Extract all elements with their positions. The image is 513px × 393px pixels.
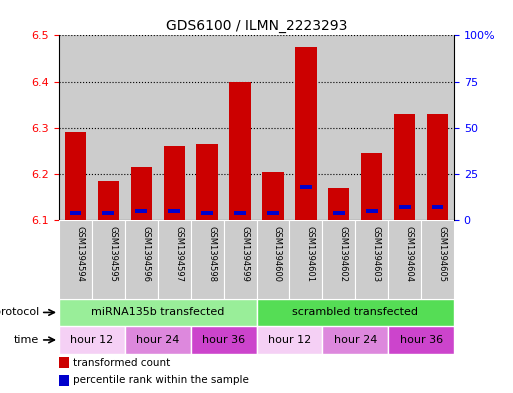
Text: GSM1394605: GSM1394605 bbox=[438, 226, 446, 281]
Bar bbox=[421, 35, 454, 220]
Bar bbox=[224, 35, 256, 220]
Bar bbox=[388, 326, 454, 354]
Bar bbox=[92, 220, 125, 299]
Text: hour 12: hour 12 bbox=[70, 335, 113, 345]
Bar bbox=[388, 220, 421, 299]
Bar bbox=[201, 211, 213, 215]
Bar bbox=[125, 326, 191, 354]
Bar bbox=[157, 35, 191, 220]
Bar bbox=[103, 211, 114, 215]
Text: time: time bbox=[14, 335, 39, 345]
Bar bbox=[267, 211, 279, 215]
Bar bbox=[125, 220, 158, 299]
Bar bbox=[131, 167, 152, 220]
Bar bbox=[59, 357, 69, 368]
Text: hour 12: hour 12 bbox=[268, 335, 311, 345]
Text: GSM1394600: GSM1394600 bbox=[273, 226, 282, 281]
Bar bbox=[125, 35, 157, 220]
Bar bbox=[322, 35, 355, 220]
Bar bbox=[355, 220, 388, 299]
Bar bbox=[427, 114, 448, 220]
Bar bbox=[92, 35, 125, 220]
Bar bbox=[59, 326, 125, 354]
Text: GSM1394595: GSM1394595 bbox=[108, 226, 117, 281]
Bar bbox=[229, 81, 251, 220]
Bar bbox=[59, 375, 69, 386]
Bar bbox=[256, 35, 289, 220]
Title: GDS6100 / ILMN_2223293: GDS6100 / ILMN_2223293 bbox=[166, 19, 347, 33]
Text: hour 36: hour 36 bbox=[202, 335, 245, 345]
Bar bbox=[191, 326, 256, 354]
Text: percentile rank within the sample: percentile rank within the sample bbox=[73, 375, 249, 385]
Text: hour 24: hour 24 bbox=[136, 335, 180, 345]
Bar bbox=[191, 220, 224, 299]
Bar bbox=[289, 35, 322, 220]
Bar bbox=[224, 220, 256, 299]
Text: protocol: protocol bbox=[0, 307, 39, 318]
Bar bbox=[135, 209, 147, 213]
Text: GSM1394597: GSM1394597 bbox=[174, 226, 183, 281]
Bar bbox=[70, 211, 82, 215]
Bar bbox=[59, 220, 92, 299]
Text: miRNA135b transfected: miRNA135b transfected bbox=[91, 307, 224, 318]
Bar bbox=[59, 299, 256, 326]
Text: GSM1394599: GSM1394599 bbox=[240, 226, 249, 281]
Bar bbox=[333, 211, 345, 215]
Bar bbox=[394, 114, 416, 220]
Text: GSM1394602: GSM1394602 bbox=[339, 226, 348, 281]
Bar bbox=[355, 35, 388, 220]
Text: hour 36: hour 36 bbox=[400, 335, 443, 345]
Bar bbox=[295, 47, 317, 220]
Bar bbox=[164, 146, 185, 220]
Bar bbox=[366, 209, 378, 213]
Text: GSM1394596: GSM1394596 bbox=[141, 226, 150, 281]
Bar bbox=[158, 220, 191, 299]
Bar bbox=[421, 220, 454, 299]
Bar bbox=[289, 220, 322, 299]
Bar bbox=[59, 35, 92, 220]
Bar bbox=[388, 35, 421, 220]
Bar bbox=[328, 188, 349, 220]
Text: GSM1394604: GSM1394604 bbox=[405, 226, 413, 281]
Bar bbox=[256, 220, 289, 299]
Bar bbox=[234, 211, 246, 215]
Bar bbox=[256, 326, 322, 354]
Bar bbox=[322, 326, 388, 354]
Bar bbox=[262, 172, 284, 220]
Bar bbox=[361, 153, 382, 220]
Text: transformed count: transformed count bbox=[73, 358, 170, 367]
Bar bbox=[256, 299, 454, 326]
Bar bbox=[300, 185, 312, 189]
Text: scrambled transfected: scrambled transfected bbox=[292, 307, 418, 318]
Text: hour 24: hour 24 bbox=[333, 335, 377, 345]
Bar bbox=[191, 35, 224, 220]
Bar bbox=[399, 205, 410, 209]
Bar bbox=[322, 220, 355, 299]
Bar bbox=[97, 181, 119, 220]
Bar bbox=[65, 132, 86, 220]
Text: GSM1394598: GSM1394598 bbox=[207, 226, 216, 281]
Bar bbox=[196, 144, 218, 220]
Text: GSM1394603: GSM1394603 bbox=[372, 226, 381, 282]
Text: GSM1394594: GSM1394594 bbox=[75, 226, 85, 281]
Text: GSM1394601: GSM1394601 bbox=[306, 226, 315, 281]
Bar bbox=[431, 205, 443, 209]
Bar bbox=[168, 209, 180, 213]
